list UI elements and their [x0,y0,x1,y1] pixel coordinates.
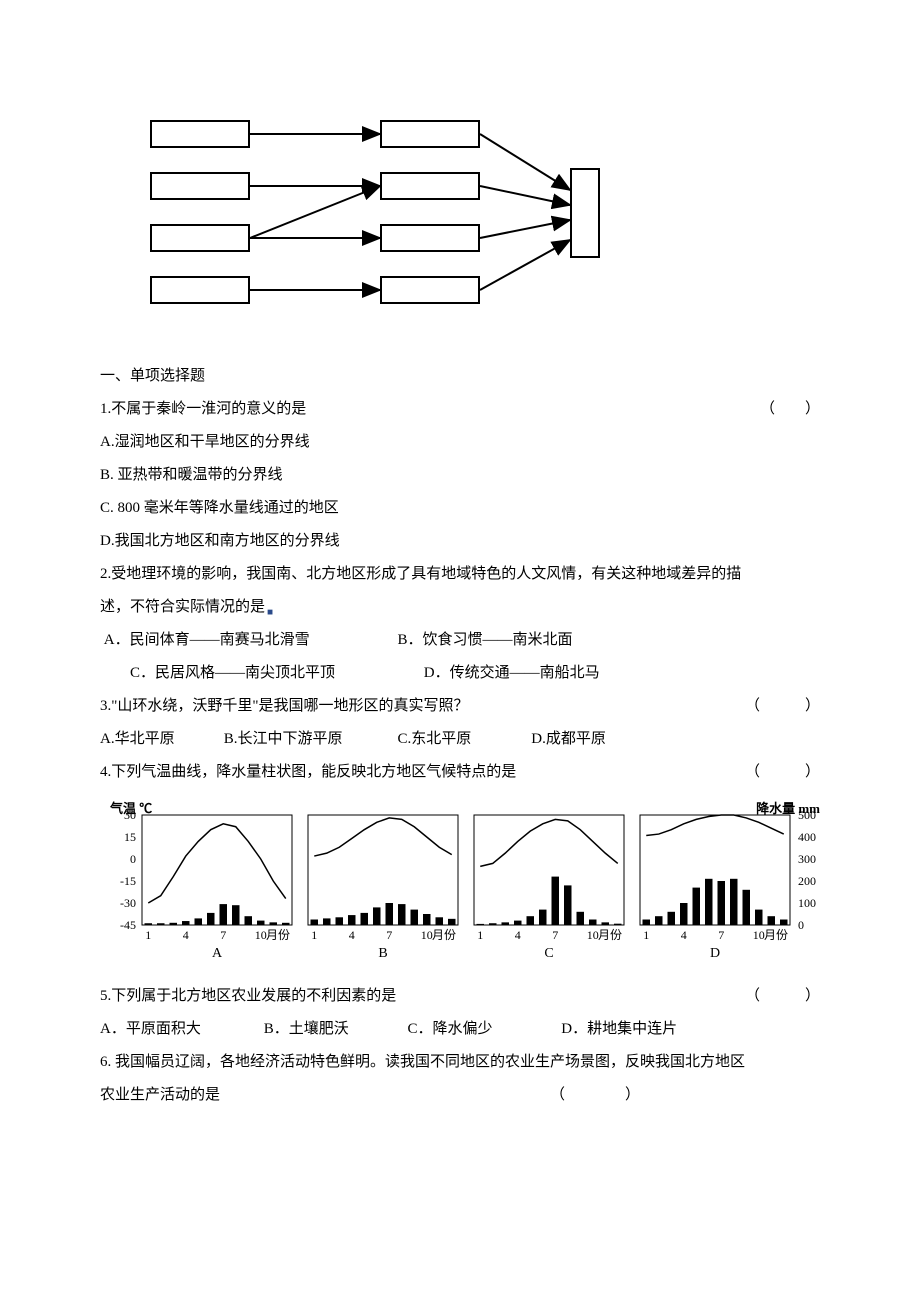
diagram-box [380,172,480,200]
q1-paren: （ ） [740,393,820,426]
svg-text:10: 10 [421,928,433,942]
svg-text:7: 7 [718,928,724,942]
svg-text:400: 400 [798,830,816,844]
q3-opt-c: C.东北平原 [398,723,528,756]
svg-text:1: 1 [145,928,151,942]
svg-text:-45: -45 [120,918,136,932]
q1-opt-a: A.湿润地区和干旱地区的分界线 [100,426,820,459]
q2-opt-d: D．传统交通——南船北马 [409,657,600,690]
q3-opts: A.华北平原 B.长江中下游平原 C.东北平原 D.成都平原 [100,723,820,756]
q2-stem-a: 2.受地理环境的影响，我国南、北方地区形成了具有地域特色的人文风情，有关这种地域… [100,558,820,591]
diagram-box [570,168,600,258]
svg-text:B: B [378,946,387,961]
q1-opt-b: B. 亚热带和暖温带的分界线 [100,459,820,492]
svg-text:4: 4 [349,928,355,942]
q2-opt-c: C．民居风格——南尖顶北平顶 [115,657,405,690]
svg-text:7: 7 [386,928,392,942]
svg-text:0: 0 [798,918,804,932]
q5-opt-d: D．耕地集中连片 [561,1013,677,1046]
diagram-box [380,120,480,148]
svg-text:D: D [710,946,720,961]
diagram-box [380,276,480,304]
svg-text:100: 100 [798,896,816,910]
svg-text:-30: -30 [120,896,136,910]
q2-opts-row1: A．民间体育——南赛马北滑雪 B．饮食习惯——南米北面 [100,624,820,657]
svg-text:0: 0 [130,852,136,866]
q3-opt-a: A.华北平原 [100,723,220,756]
q1-stem: 1.不属于秦岭一淮河的意义的是 [100,393,306,426]
section-heading: 一、单项选择题 [100,360,820,393]
svg-text:1: 1 [643,928,649,942]
svg-text:1: 1 [477,928,483,942]
svg-text:C: C [544,946,553,961]
q4-stem: 4.下列气温曲线，降水量柱状图，能反映北方地区气候特点的是 [100,756,516,789]
diagram-box [150,276,250,304]
flow-diagram [150,120,610,320]
chart-y-left-label: 气温 ℃ [110,795,152,824]
q2-opt-b: B．饮食习惯——南米北面 [398,624,573,657]
q4-charts: 气温 ℃ 降水量 mm 30150-15-30-4550040030020010… [100,797,820,974]
svg-text:15: 15 [124,830,136,844]
svg-text:月份: 月份 [764,928,788,942]
svg-text:10: 10 [587,928,599,942]
q4-paren: （ ） [725,756,820,789]
q3-opt-b: B.长江中下游平原 [224,723,394,756]
q3-opt-d: D.成都平原 [531,723,606,756]
svg-text:月份: 月份 [266,928,290,942]
svg-text:200: 200 [798,874,816,888]
q6-paren: （ ） [530,1079,820,1112]
diagram-box [380,224,480,252]
q6-stem-b: 农业生产活动的是 [100,1079,220,1112]
svg-text:月份: 月份 [432,928,456,942]
q3-paren: （ ） [725,690,820,723]
q5-opts: A．平原面积大 B．土壤肥沃 C．降水偏少 D．耕地集中连片 [100,1013,820,1046]
q2-opts-row2: C．民居风格——南尖顶北平顶 D．传统交通——南船北马 [100,657,820,690]
q5-opt-b: B．土壤肥沃 [264,1013,404,1046]
svg-text:4: 4 [515,928,521,942]
q1-opt-d: D.我国北方地区和南方地区的分界线 [100,525,820,558]
svg-text:4: 4 [681,928,687,942]
svg-text:4: 4 [183,928,189,942]
svg-text:A: A [212,946,223,961]
svg-text:10: 10 [753,928,765,942]
svg-text:1: 1 [311,928,317,942]
svg-text:月份: 月份 [598,928,622,942]
diagram-box [150,224,250,252]
chart-y-right-label: 降水量 mm [756,795,820,824]
svg-text:300: 300 [798,852,816,866]
q6-stem-a: 6. 我国幅员辽阔，各地经济活动特色鲜明。读我国不同地区的农业生产场景图，反映我… [100,1046,820,1079]
svg-text:10: 10 [255,928,267,942]
svg-text:7: 7 [552,928,558,942]
q5-paren: （ ） [725,980,820,1013]
q5-opt-c: C．降水偏少 [408,1013,558,1046]
diagram-box [150,172,250,200]
svg-text:7: 7 [220,928,226,942]
q1-opt-c: C. 800 毫米年等降水量线通过的地区 [100,492,820,525]
svg-text:-15: -15 [120,874,136,888]
q5-opt-a: A．平原面积大 [100,1013,260,1046]
q2-opt-a: A．民间体育——南赛马北滑雪 [104,624,394,657]
q5-stem: 5.下列属于北方地区农业发展的不利因素的是 [100,980,396,1013]
q4-charts-svg: 30150-15-30-45500400300200100014710月份A14… [100,811,820,961]
q2-stem-b: 述，不符合实际情况的是■ [100,591,820,624]
diagram-box [150,120,250,148]
q3-stem: 3."山环水绕，沃野千里"是我国哪一地形区的真实写照？ [100,690,469,723]
